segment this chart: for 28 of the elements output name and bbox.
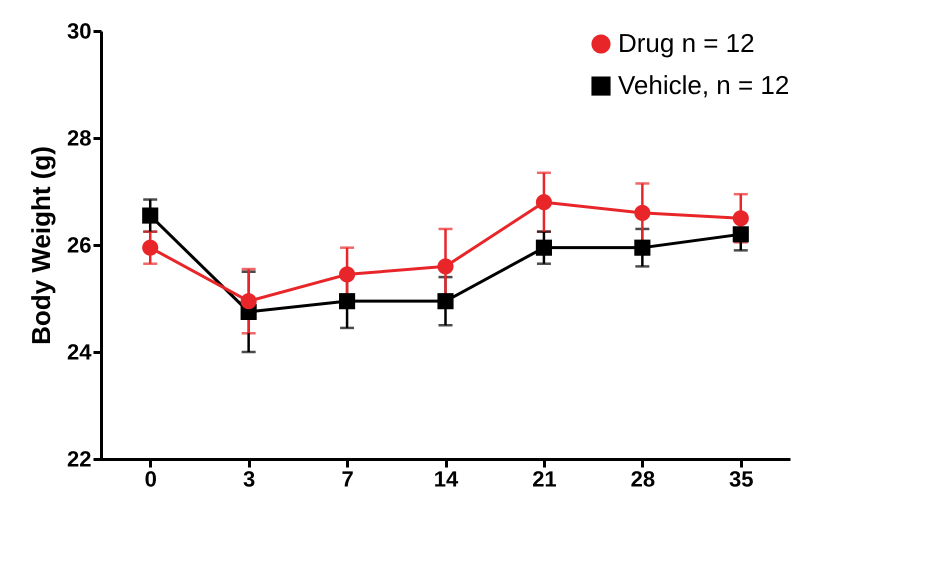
legend-label: Vehicle, n = 12 xyxy=(618,70,790,100)
point xyxy=(732,226,749,242)
x-tick-label: 0 xyxy=(144,466,157,492)
y-tick-label: 26 xyxy=(67,232,92,258)
x-tick-label: 35 xyxy=(729,466,754,492)
point xyxy=(634,240,650,256)
x-tick-label: 14 xyxy=(434,466,459,492)
y-tick-label: 28 xyxy=(67,126,92,150)
point xyxy=(142,240,158,256)
point xyxy=(339,293,356,310)
point xyxy=(437,293,454,310)
x-tick-label: 28 xyxy=(630,466,656,492)
y-tick-label: 30 xyxy=(67,18,92,44)
point xyxy=(536,194,552,210)
x-tick-label: 7 xyxy=(341,466,354,492)
y-tick-label: 22 xyxy=(67,446,92,472)
point xyxy=(634,204,650,221)
point xyxy=(240,293,257,310)
point xyxy=(732,210,749,226)
y-tick-label: 24 xyxy=(67,340,92,364)
point xyxy=(142,208,158,224)
x-tick-label: 3 xyxy=(243,466,256,492)
point xyxy=(437,258,454,274)
point xyxy=(536,240,552,256)
x-tick-label: 21 xyxy=(532,466,557,492)
y-axis-title: Body Weight (g) xyxy=(26,146,56,345)
point xyxy=(339,266,356,282)
legend-label: Drug n = 12 xyxy=(618,28,755,58)
